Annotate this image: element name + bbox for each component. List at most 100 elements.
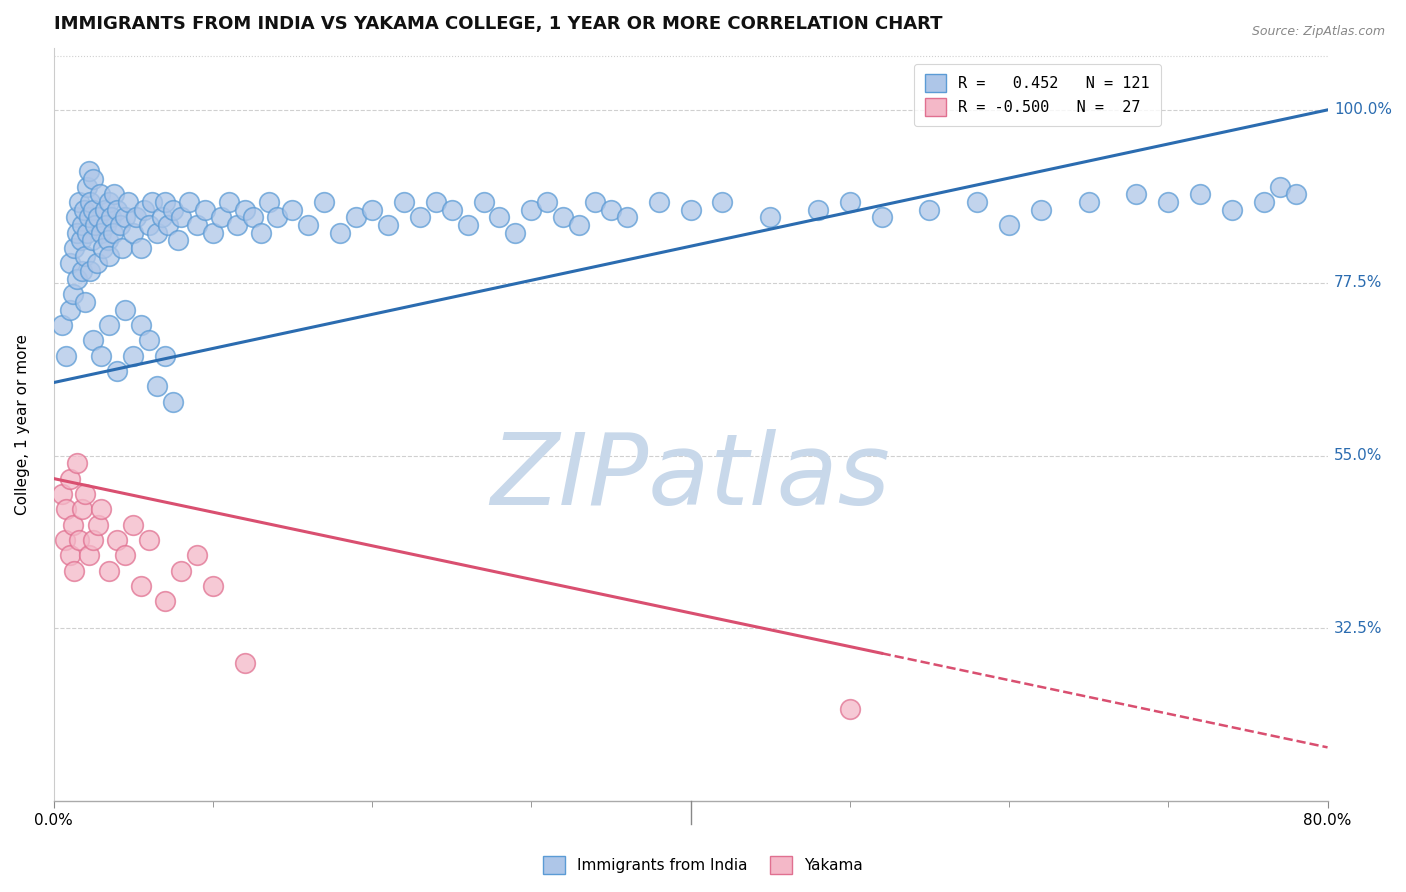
Point <box>150 211 173 225</box>
Point <box>1253 195 1275 210</box>
Point <box>129 318 152 332</box>
Point <box>536 195 558 210</box>
Point <box>114 302 136 317</box>
Point <box>75 249 97 263</box>
Point <box>1220 202 1243 217</box>
Point <box>58 256 80 270</box>
Point <box>568 218 591 232</box>
Point <box>257 195 280 210</box>
Text: IMMIGRANTS FROM INDIA VS YAKAMA COLLEGE, 1 YEAR OR MORE CORRELATION CHART: IMMIGRANTS FROM INDIA VS YAKAMA COLLEGE,… <box>53 15 942 33</box>
Point <box>125 211 148 225</box>
Point <box>838 702 860 716</box>
Point <box>166 234 188 248</box>
Point <box>72 502 94 516</box>
Point <box>488 211 510 225</box>
Point <box>51 318 73 332</box>
Point <box>98 195 121 210</box>
Point <box>79 264 101 278</box>
Point <box>141 195 163 210</box>
Point <box>91 241 114 255</box>
Point <box>600 202 623 217</box>
Point <box>138 533 160 547</box>
Point <box>186 218 208 232</box>
Y-axis label: College, 1 year or more: College, 1 year or more <box>15 334 30 516</box>
Point <box>84 218 107 232</box>
Point <box>1157 195 1180 210</box>
Point <box>233 202 256 217</box>
Point <box>1077 195 1099 210</box>
Point <box>65 211 87 225</box>
Point <box>86 256 108 270</box>
Point <box>79 195 101 210</box>
Legend: Immigrants from India, Yakama: Immigrants from India, Yakama <box>537 850 869 880</box>
Point <box>153 594 176 608</box>
Point <box>711 195 734 210</box>
Text: Source: ZipAtlas.com: Source: ZipAtlas.com <box>1251 25 1385 38</box>
Point <box>225 218 247 232</box>
Point <box>966 195 988 210</box>
Point <box>58 549 80 563</box>
Point <box>377 218 399 232</box>
Point <box>76 179 98 194</box>
Point <box>69 234 91 248</box>
Point <box>153 349 176 363</box>
Point <box>72 218 94 232</box>
Point <box>505 226 527 240</box>
Text: 77.5%: 77.5% <box>1334 276 1382 290</box>
Point <box>105 533 128 547</box>
Point <box>98 318 121 332</box>
Point <box>75 294 97 309</box>
Point <box>82 334 104 348</box>
Point <box>87 517 110 532</box>
Point <box>409 211 432 225</box>
Point <box>58 471 80 485</box>
Text: 100.0%: 100.0% <box>1334 103 1392 118</box>
Point <box>146 226 169 240</box>
Point <box>146 379 169 393</box>
Legend: R =   0.452   N = 121, R = -0.500   N =  27: R = 0.452 N = 121, R = -0.500 N = 27 <box>914 63 1161 127</box>
Point <box>266 211 288 225</box>
Point <box>1125 187 1147 202</box>
Point <box>1189 187 1212 202</box>
Point <box>58 302 80 317</box>
Point <box>111 241 134 255</box>
Point <box>361 202 384 217</box>
Point <box>392 195 415 210</box>
Point <box>96 218 118 232</box>
Point <box>616 211 638 225</box>
Point <box>177 195 200 210</box>
Point <box>162 394 184 409</box>
Point <box>82 172 104 186</box>
Point <box>80 234 103 248</box>
Point <box>201 579 224 593</box>
Point <box>98 249 121 263</box>
Point <box>314 195 336 210</box>
Point <box>129 241 152 255</box>
Point <box>249 226 271 240</box>
Point <box>186 549 208 563</box>
Point <box>170 211 193 225</box>
Point <box>62 287 84 301</box>
Point <box>110 218 132 232</box>
Point <box>520 202 543 217</box>
Point <box>76 226 98 240</box>
Point <box>918 202 941 217</box>
Point <box>105 202 128 217</box>
Point <box>77 211 100 225</box>
Text: 32.5%: 32.5% <box>1334 621 1382 636</box>
Point <box>63 241 86 255</box>
Point <box>138 218 160 232</box>
Point <box>53 533 76 547</box>
Point <box>157 218 180 232</box>
Point <box>998 218 1021 232</box>
Point <box>98 564 121 578</box>
Point <box>77 164 100 178</box>
Point <box>73 202 96 217</box>
Point <box>117 195 139 210</box>
Point <box>93 202 115 217</box>
Point <box>209 211 232 225</box>
Point <box>75 487 97 501</box>
Point <box>583 195 606 210</box>
Point <box>90 349 112 363</box>
Point <box>233 656 256 670</box>
